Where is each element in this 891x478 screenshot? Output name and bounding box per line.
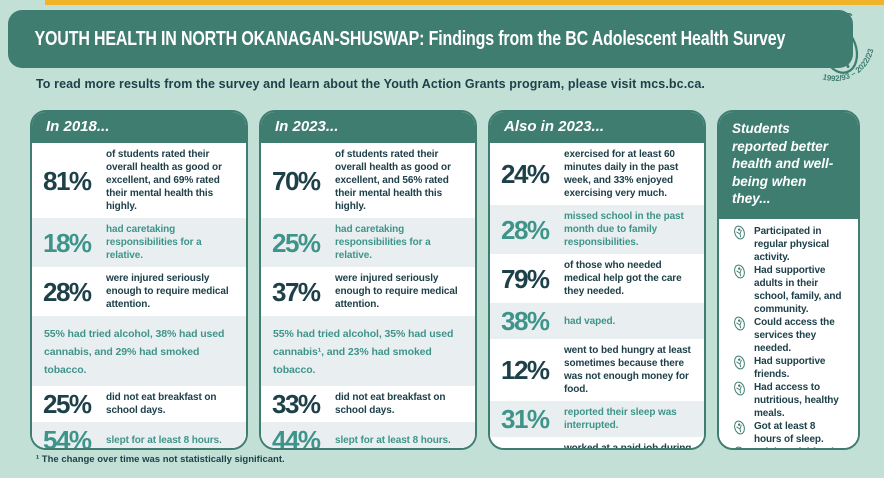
stat-value: 28%: [501, 214, 550, 245]
list-item: Got at least 8 hours of sleep.: [723, 420, 854, 446]
stat-value: 25%: [272, 227, 321, 258]
stat-text: were injured seriously enough to require…: [106, 273, 229, 310]
logo-bottom-text: 1992/93 – 2022/23: [818, 44, 882, 93]
stat-value: 79%: [501, 263, 550, 294]
page-title: YOUTH HEALTH IN NORTH OKANAGAN-SHUSWAP: …: [34, 27, 786, 50]
stat-text: missed school in the past month due to f…: [564, 211, 684, 248]
bcahs-mini-logo-icon: [732, 316, 747, 331]
list-item: Had access to nutritious, healthy meals.: [723, 381, 854, 420]
stat-text: of those who needed medical help got the…: [564, 260, 682, 297]
footnote: ¹ The change over time was not statistic…: [36, 454, 285, 465]
stat-value: 18%: [43, 227, 92, 258]
panel-2023: In 2023... 70% of students rated their o…: [259, 110, 477, 450]
stat-row: 18% had caretaking responsibilities for …: [32, 218, 246, 267]
panel-2018-title: In 2018...: [32, 112, 246, 143]
stat-value: 70%: [272, 165, 321, 196]
stat-row: 79% of those who needed medical help got…: [490, 254, 704, 303]
stat-value: 44%: [272, 425, 321, 450]
svg-text:1992/93 – 2022/23: 1992/93 – 2022/23: [818, 44, 882, 93]
stat-text: of students rated their overall health a…: [335, 149, 451, 212]
stat-text: 55% had tried alcohol, 35% had used cann…: [273, 328, 454, 376]
panel-also-2023-title: Also in 2023...: [490, 112, 704, 143]
panel-also-2023-body: 24% exercised for at least 60 minutes da…: [490, 143, 704, 450]
bcahs-mini-logo-icon: [732, 420, 747, 435]
stat-text: went to bed hungry at least sometimes be…: [564, 345, 691, 395]
stat-value: 33%: [272, 389, 321, 419]
stat-value: 24%: [501, 159, 550, 189]
bcahs-mini-logo-icon: [732, 225, 747, 240]
stat-value: 54%: [43, 425, 92, 450]
stat-text: slept for at least 8 hours.: [106, 434, 222, 446]
list-item: Participated in regular physical activit…: [723, 225, 854, 264]
stat-value: 25%: [43, 389, 92, 419]
panel-2018-body: 81% of students rated their overall heal…: [32, 143, 246, 450]
list-item-text: Had supportive adults in their school, f…: [754, 264, 842, 315]
bcahs-logo-icon: BC AHS 1992/93 – 2022/23: [792, 2, 883, 93]
stat-row: 12% went to bed hungry at least sometime…: [490, 339, 704, 401]
list-item-text: Got at least 8 hours of sleep.: [754, 420, 824, 445]
list-item: Had supportive friends.: [723, 355, 854, 381]
list-item: Had supportive adults in their school, f…: [723, 264, 854, 316]
stat-row: 81% of students rated their overall heal…: [32, 143, 246, 218]
stat-row: 33% did not eat breakfast on school days…: [261, 386, 475, 422]
stat-value: 28%: [43, 276, 92, 307]
stat-value: 31%: [501, 404, 550, 434]
header-band: YOUTH HEALTH IN NORTH OKANAGAN-SHUSWAP: …: [8, 10, 853, 68]
stat-text: of students rated their overall health a…: [106, 149, 222, 212]
list-item-text: Could access the services they needed.: [754, 316, 835, 354]
stat-text: slept for at least 8 hours.: [335, 434, 451, 446]
stat-text: had caretaking responsibilities for a re…: [335, 224, 431, 261]
list-item-text: Felt hopeful for the future.: [754, 446, 845, 448]
stat-text: were injured seriously enough to require…: [335, 273, 458, 310]
panel-wellbeing: Students reported better health and well…: [717, 110, 860, 450]
stat-text: reported their sleep was interrupted.: [564, 407, 677, 431]
panel-2018: In 2018... 81% of students rated their o…: [30, 110, 248, 450]
stat-text: worked at a paid job during the school y…: [564, 443, 692, 450]
stat-text: had vaped.: [564, 315, 616, 327]
stat-row: 31% reported their sleep was interrupted…: [490, 401, 704, 437]
stat-row: 28% missed school in the past month due …: [490, 205, 704, 254]
stat-row: 25% had caretaking responsibilities for …: [261, 218, 475, 267]
stat-text: did not eat breakfast on school days.: [335, 392, 446, 416]
list-item: Could access the services they needed.: [723, 316, 854, 355]
stat-row: 38% had vaped.: [490, 303, 704, 339]
panel-2023-title: In 2023...: [261, 112, 475, 143]
list-item-text: Had supportive friends.: [754, 355, 826, 380]
stat-row: 25% did not eat breakfast on school days…: [32, 386, 246, 422]
bcahs-mini-logo-icon: [732, 381, 747, 396]
stat-row: 70% of students rated their overall heal…: [261, 143, 475, 218]
stat-text: 55% had tried alcohol, 38% had used cann…: [44, 328, 225, 376]
top-accent-bar: [45, 0, 884, 5]
stat-row: 37% were injured seriously enough to req…: [261, 267, 475, 316]
stat-value: 37%: [272, 276, 321, 307]
stat-row: 24% exercised for at least 60 minutes da…: [490, 143, 704, 205]
stat-value: 81%: [43, 165, 92, 196]
stat-row: 45% worked at a paid job during the scho…: [490, 437, 704, 450]
stat-text: exercised for at least 60 minutes daily …: [564, 149, 679, 199]
stat-row: 54% slept for at least 8 hours.: [32, 422, 246, 450]
panel-wellbeing-title: Students reported better health and well…: [719, 112, 858, 219]
list-item: Felt hopeful for the future.: [723, 446, 854, 450]
stat-value: 12%: [501, 355, 550, 385]
bcahs-mini-logo-icon: [732, 264, 747, 279]
panel-wellbeing-body: Participated in regular physical activit…: [719, 218, 858, 450]
list-item-text: Had access to nutritious, healthy meals.: [754, 381, 839, 419]
stat-text: did not eat breakfast on school days.: [106, 392, 217, 416]
stat-row: 55% had tried alcohol, 35% had used cann…: [261, 316, 475, 386]
bcahs-mini-logo-icon: [732, 355, 747, 370]
stat-columns: In 2018... 81% of students rated their o…: [30, 110, 860, 450]
stat-row: 55% had tried alcohol, 38% had used cann…: [32, 316, 246, 386]
stat-row: 44% slept for at least 8 hours.: [261, 422, 475, 450]
list-item-text: Participated in regular physical activit…: [754, 225, 830, 263]
stat-text: had caretaking responsibilities for a re…: [106, 224, 202, 261]
panel-2023-body: 70% of students rated their overall heal…: [261, 143, 475, 450]
panel-also-2023: Also in 2023... 24% exercised for at lea…: [488, 110, 706, 450]
bcahs-mini-logo-icon: [732, 446, 747, 450]
stat-value: 38%: [501, 306, 550, 336]
stat-row: 28% were injured seriously enough to req…: [32, 267, 246, 316]
intro-text: To read more results from the survey and…: [36, 77, 705, 91]
